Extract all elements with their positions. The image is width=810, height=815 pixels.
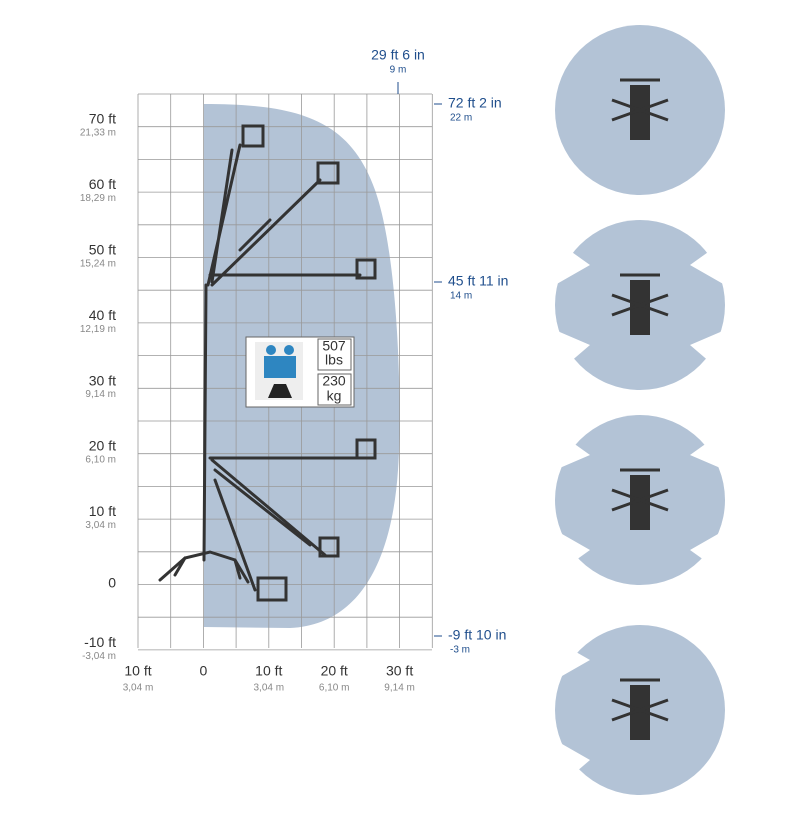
outrigger [611, 678, 669, 722]
y-label-m: 6,10 m [85, 455, 116, 466]
x-label-ft: 0 [200, 663, 208, 679]
rotation-cutout [555, 740, 590, 790]
rotation-cutout [555, 530, 590, 575]
y-label-m: 18,29 m [80, 193, 116, 204]
outrigger [611, 468, 669, 512]
height-m: -3 m [450, 645, 470, 656]
y-label-m: 3,04 m [85, 520, 116, 531]
lbs-box [317, 338, 352, 371]
height-ft: 45 ft 11 in [448, 273, 508, 289]
worker-icon [284, 345, 294, 355]
height-m: 22 m [450, 113, 472, 124]
height-ft: 72 ft 2 in [448, 95, 502, 111]
outreach-m: 9 m [390, 65, 407, 76]
grid [137, 93, 433, 651]
x-label-m: 9,14 m [384, 683, 415, 694]
x-label-ft: 20 ft [321, 663, 348, 679]
rotation-cutout [555, 330, 590, 375]
y-label-ft: 70 ft [89, 111, 116, 127]
y-label-ft: 40 ft [89, 307, 116, 323]
load-value: 507 [322, 338, 346, 354]
machine-top-view [630, 85, 650, 140]
y-label-m: 9,14 m [85, 389, 116, 400]
rotation-cutout [555, 430, 590, 470]
x-label-ft: 30 ft [386, 663, 413, 679]
rotation-cutout [690, 530, 725, 575]
machine-top-view [630, 685, 650, 740]
rotation-cutout [555, 240, 590, 285]
kg-box [317, 373, 352, 406]
outrigger [611, 273, 669, 317]
load-icon [268, 384, 292, 398]
machine-top-view [630, 475, 650, 530]
height-m: 14 m [450, 291, 472, 302]
worker-icon [264, 356, 296, 378]
y-label-ft: -10 ft [84, 634, 116, 650]
y-label-ft: 50 ft [89, 242, 116, 258]
y-label-m: -3,04 m [82, 651, 116, 662]
rotation-cutout [690, 240, 725, 285]
y-label-ft: 20 ft [89, 438, 116, 454]
y-label-ft: 0 [108, 575, 116, 591]
x-label-m: 6,10 m [319, 683, 350, 694]
rotation-views [555, 25, 725, 795]
outrigger [611, 78, 669, 122]
y-label-ft: 10 ft [89, 503, 116, 519]
y-label-ft: 60 ft [89, 176, 116, 192]
y-label-m: 12,19 m [80, 324, 116, 335]
x-label-m: 3,04 m [254, 683, 285, 694]
outreach-ft: 29 ft 6 in [371, 47, 425, 63]
height-ft: -9 ft 10 in [448, 627, 506, 643]
x-label-ft: 10 ft [255, 663, 282, 679]
worker-icon [266, 345, 276, 355]
rotation-cutout [690, 330, 725, 375]
rotation-cutout [690, 430, 725, 470]
load-value: 230 [322, 373, 346, 389]
x-label-ft: 10 ft [124, 663, 151, 679]
y-label-m: 15,24 m [80, 258, 116, 269]
x-label-m: 3,04 m [123, 683, 154, 694]
rotation-cutout [555, 640, 590, 680]
y-label-ft: 30 ft [89, 372, 116, 388]
y-label-m: 21,33 m [80, 128, 116, 139]
load-unit: lbs [325, 352, 343, 368]
machine [158, 124, 377, 602]
load-unit: kg [327, 388, 342, 404]
machine-top-view [630, 280, 650, 335]
